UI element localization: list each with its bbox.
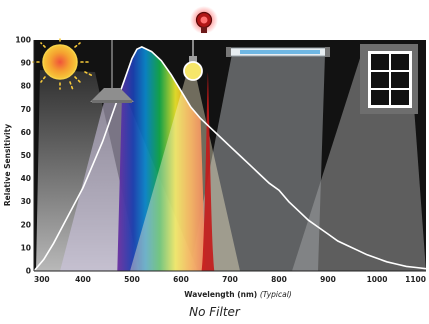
y-tick-label: 80 <box>21 82 31 91</box>
bulb-light-beam <box>130 76 240 271</box>
x-axis-title: Wavelength (nm) (Typical) <box>184 290 292 299</box>
x-tick-labels: 300 400 500 600 700 800 900 1000 1100 <box>34 275 426 284</box>
y-axis-title: Relative Sensitivity <box>3 124 12 206</box>
x-tick-label: 500 <box>124 275 140 284</box>
chart-caption: No Filter <box>189 305 240 319</box>
y-tick-label: 100 <box>15 36 31 45</box>
y-tick-label: 30 <box>21 197 31 206</box>
x-tick-label: 900 <box>320 275 336 284</box>
window-icon <box>360 44 418 114</box>
x-tick-label: 300 <box>34 275 50 284</box>
tube-light-beam <box>190 54 325 271</box>
y-tick-label: 40 <box>21 174 31 183</box>
red-led-peak <box>201 72 215 271</box>
x-tick-label: 1000 <box>367 275 388 284</box>
x-tick-label: 700 <box>222 275 238 284</box>
y-tick-label: 90 <box>21 59 31 68</box>
y-tick-label: 20 <box>21 220 31 229</box>
x-tick-label: 1100 <box>405 275 426 284</box>
y-tick-labels: 0 10 20 30 40 50 60 70 80 90 100 <box>15 36 31 276</box>
lamp-icon <box>90 40 134 103</box>
visible-spectrum-fill <box>117 46 206 271</box>
x-tick-label: 800 <box>271 275 287 284</box>
sun-icon <box>32 35 94 91</box>
y-tick-label: 10 <box>21 243 31 252</box>
x-tick-label: 600 <box>173 275 189 284</box>
fluorescent-tube-icon <box>226 47 330 57</box>
y-tick-label: 70 <box>21 105 31 114</box>
light-bulb-icon <box>183 40 203 81</box>
y-tick-label: 0 <box>26 267 31 276</box>
sensitivity-curve <box>34 46 426 271</box>
y-tick-label: 60 <box>21 128 31 137</box>
x-tick-label: 400 <box>75 275 91 284</box>
red-led-icon <box>190 6 218 34</box>
y-tick-label: 50 <box>21 151 31 160</box>
